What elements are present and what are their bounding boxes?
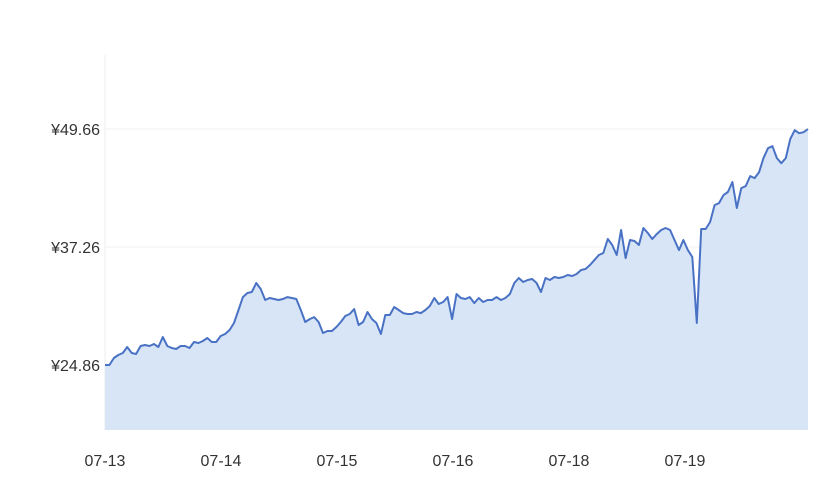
y-tick-label: ¥24.86	[50, 358, 100, 375]
x-axis-ticks: 07-13 07-14 07-15 07-16 07-18 07-19	[85, 453, 706, 470]
x-tick-label: 07-13	[85, 453, 126, 470]
x-tick-label: 07-14	[201, 453, 242, 470]
x-tick-label: 07-19	[665, 453, 706, 470]
x-tick-label: 07-15	[317, 453, 358, 470]
y-tick-label: ¥37.26	[50, 240, 100, 257]
y-tick-label: ¥49.66	[50, 122, 100, 139]
x-tick-label: 07-18	[549, 453, 590, 470]
price-line	[105, 128, 809, 366]
y-axis-ticks: ¥24.86 ¥37.26 ¥49.66	[50, 122, 100, 375]
x-tick-label: 07-16	[433, 453, 474, 470]
area-fill	[105, 129, 808, 430]
